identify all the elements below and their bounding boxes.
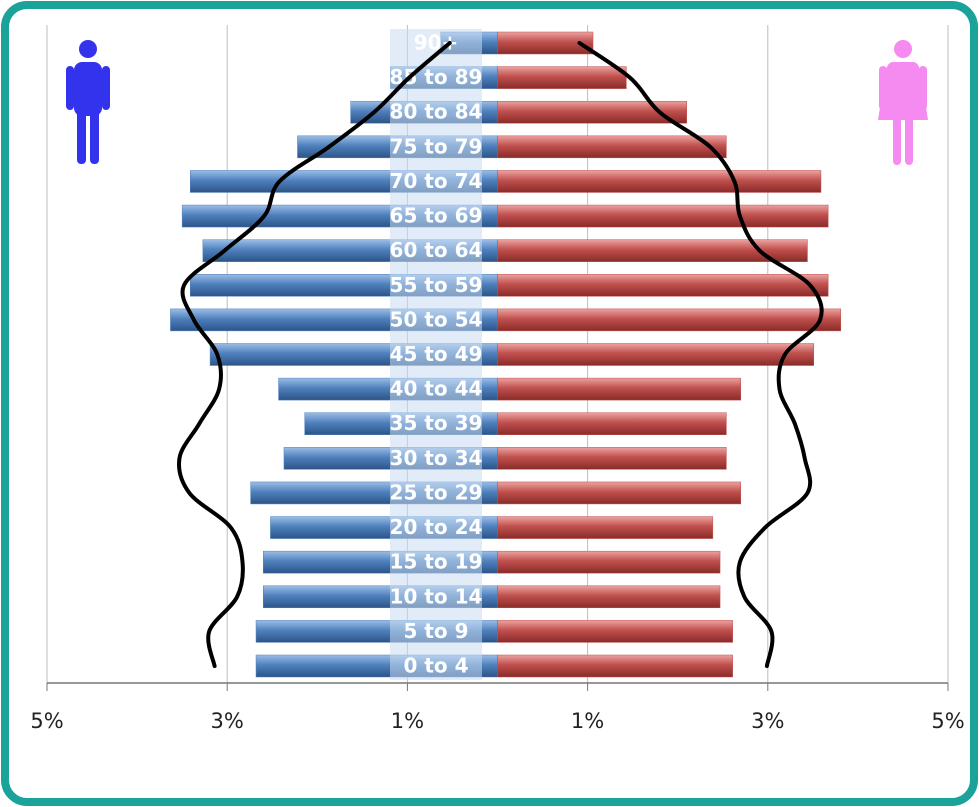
bar xyxy=(497,343,815,366)
category-label: 60 to 64 xyxy=(390,238,483,262)
comparison-line xyxy=(177,41,452,668)
bar xyxy=(497,135,727,159)
x-tick-label: 5% xyxy=(931,709,964,733)
comparison-line xyxy=(577,41,824,668)
category-label: 85 to 89 xyxy=(390,65,483,89)
bar xyxy=(497,447,727,470)
bar xyxy=(497,66,627,89)
category-label: 5 to 9 xyxy=(403,619,468,643)
category-label: 40 to 44 xyxy=(390,377,483,401)
x-tick-label: 1% xyxy=(571,709,604,733)
label-band xyxy=(390,29,482,680)
bar xyxy=(497,516,714,539)
category-label: 50 to 54 xyxy=(390,307,483,331)
x-tick-label: 1% xyxy=(391,709,424,733)
bar xyxy=(497,170,822,193)
bar xyxy=(497,481,742,505)
category-label: 0 to 4 xyxy=(403,654,468,678)
category-label: 30 to 34 xyxy=(390,446,483,470)
female-icon xyxy=(878,40,928,165)
bar xyxy=(497,550,721,574)
bar xyxy=(497,239,808,262)
bar xyxy=(497,412,727,435)
bar xyxy=(497,377,742,401)
bar xyxy=(497,620,733,643)
bar xyxy=(497,654,733,678)
category-label: 55 to 59 xyxy=(390,273,483,297)
x-tick-label: 3% xyxy=(751,709,784,733)
category-label: 10 to 14 xyxy=(390,584,483,608)
bar xyxy=(497,100,687,124)
category-label: 20 to 24 xyxy=(390,515,483,539)
bar xyxy=(497,204,829,228)
category-label: 70 to 74 xyxy=(390,169,483,193)
category-label: 15 to 19 xyxy=(390,550,483,574)
bar xyxy=(497,274,829,297)
bar xyxy=(497,31,594,55)
male-icon xyxy=(66,40,110,164)
category-label: 25 to 29 xyxy=(390,480,483,504)
category-label: 80 to 84 xyxy=(390,100,483,124)
x-tick-label: 5% xyxy=(30,709,63,733)
x-tick-label: 3% xyxy=(211,709,244,733)
bar xyxy=(497,585,721,609)
bar xyxy=(497,308,842,332)
category-label: 65 to 69 xyxy=(390,204,483,228)
category-label: 35 to 39 xyxy=(390,411,483,435)
category-label: 75 to 79 xyxy=(390,134,483,158)
category-label: 45 to 49 xyxy=(390,342,483,366)
